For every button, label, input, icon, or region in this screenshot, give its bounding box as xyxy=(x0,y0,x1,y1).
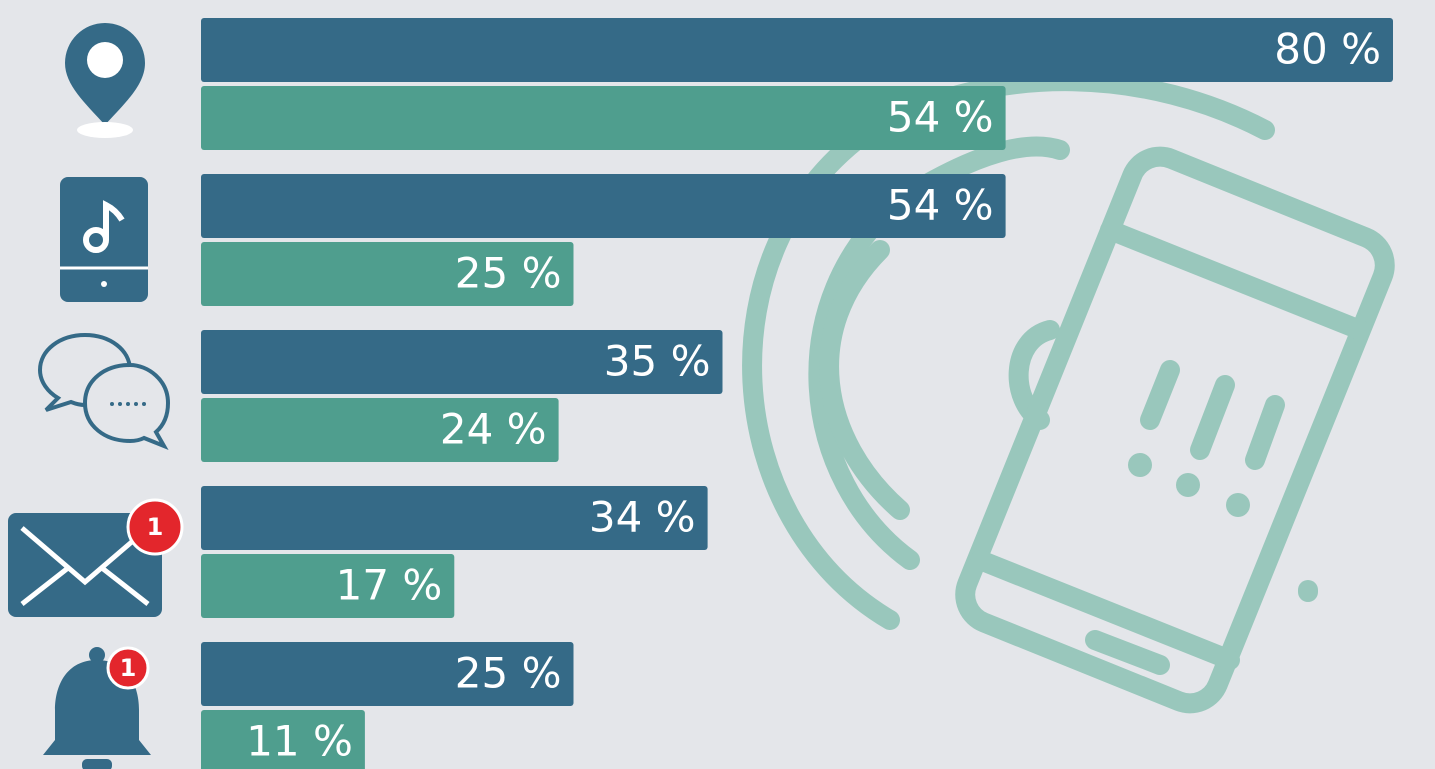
badge-count: 1 xyxy=(120,654,137,682)
value-label: 80 % xyxy=(1274,25,1381,74)
value-label: 34 % xyxy=(589,493,696,542)
icon-music-phone xyxy=(60,177,148,302)
value-label: 17 % xyxy=(336,561,443,610)
value-label: 11 % xyxy=(246,717,353,766)
bar xyxy=(201,86,1006,150)
value-label: 25 % xyxy=(455,249,562,298)
chart: 1 1 80 % 54 % 35 % 34 % 25 % 54 % 25 % 24 % 17 %… xyxy=(0,0,1435,769)
value-label: 25 % xyxy=(455,649,562,698)
value-label: 54 % xyxy=(887,93,994,142)
value-label: 35 % xyxy=(604,337,711,386)
value-label: 54 % xyxy=(887,181,994,230)
bar xyxy=(201,18,1393,82)
bar xyxy=(201,174,1006,238)
icon-mail: 1 xyxy=(8,500,182,617)
value-label: 24 % xyxy=(440,405,547,454)
badge-count: 1 xyxy=(147,513,164,541)
